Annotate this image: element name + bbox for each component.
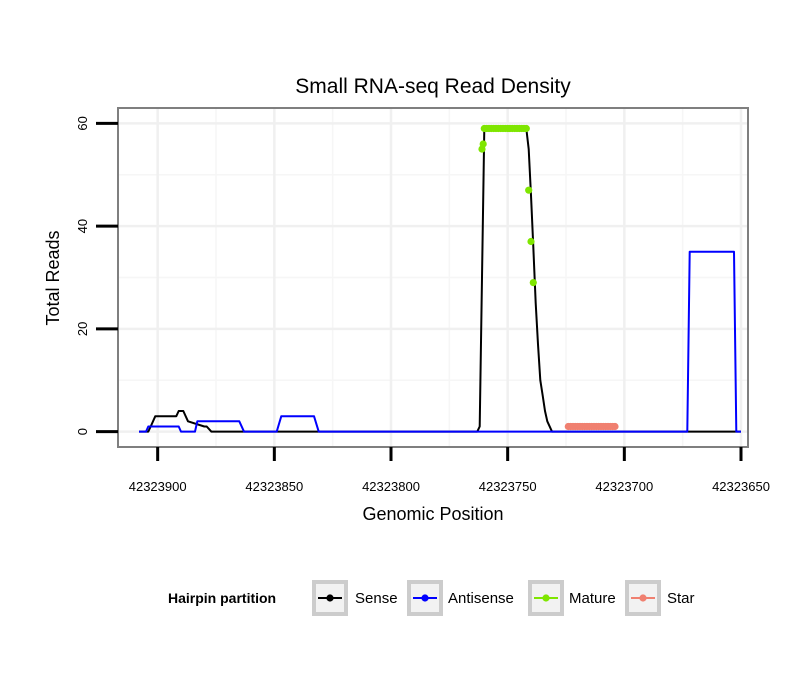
- legend-label-star: Star: [667, 590, 695, 607]
- x-tick-label: 42323900: [129, 479, 187, 494]
- legend-label-sense: Sense: [355, 590, 398, 607]
- legend-marker-sense: [326, 594, 334, 602]
- mature-point: [525, 186, 533, 194]
- legend-label-mature: Mature: [569, 590, 616, 607]
- legend-marker-antisense: [421, 594, 429, 602]
- legend-items: Sense Antisense Mature Star: [312, 580, 695, 616]
- series-layer: [139, 124, 741, 433]
- grid-minor: [118, 108, 748, 447]
- y-tick-label: 20: [75, 322, 90, 336]
- legend-marker-star: [639, 594, 647, 602]
- legend-marker-mature: [542, 594, 550, 602]
- x-axis-label: Genomic Position: [362, 504, 503, 524]
- y-tick-label: 40: [75, 219, 90, 233]
- y-tick-label: 60: [75, 116, 90, 130]
- antisense-series-line: [139, 250, 741, 433]
- legend-label-antisense: Antisense: [448, 590, 514, 607]
- y-axis-label: Total Reads: [43, 230, 63, 325]
- y-tick-label: 0: [75, 428, 90, 435]
- legend-title: Hairpin partition: [168, 590, 276, 606]
- x-tick-label: 42323700: [595, 479, 653, 494]
- x-axis: 42323900 42323850 42323800 42323750 42323700…: [129, 447, 770, 494]
- x-tick-label: 42323800: [362, 479, 420, 494]
- mature-point: [479, 140, 487, 148]
- x-tick-label: 42323650: [712, 479, 770, 494]
- star-point: [611, 422, 619, 431]
- mature-point: [527, 237, 535, 246]
- y-axis: 0 20 40 60: [75, 116, 118, 435]
- mature-point: [529, 279, 537, 287]
- x-tick-label: 42323850: [245, 479, 303, 494]
- x-tick-label: 42323750: [479, 479, 537, 494]
- panel-border: [117, 107, 749, 448]
- legend: Hairpin partition Sense Antisense Mature St…: [168, 580, 695, 616]
- chart-title: Small RNA-seq Read Density: [295, 75, 571, 98]
- mature-point: [522, 124, 530, 133]
- sense-series-line: [139, 127, 741, 433]
